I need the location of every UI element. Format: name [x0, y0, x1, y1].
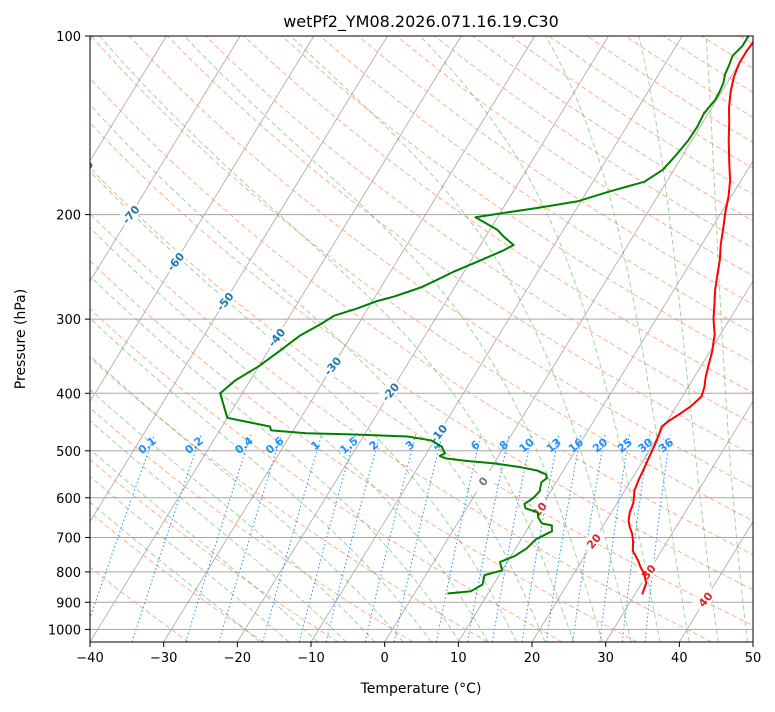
y-tick-label: 400	[56, 387, 81, 402]
y-tick-label: 200	[56, 209, 81, 224]
x-tick-label: 30	[597, 651, 614, 666]
y-tick-label: 300	[56, 313, 81, 328]
y-tick-label: 900	[56, 596, 81, 611]
y-axis-label: Pressure (hPa)	[13, 289, 29, 389]
y-tick-label: 700	[56, 532, 81, 547]
x-tick-label: −20	[224, 651, 251, 666]
y-tick-label: 100	[56, 30, 81, 45]
x-axis-label: Temperature (°C)	[360, 681, 482, 697]
x-tick-label: 40	[671, 651, 688, 666]
y-tick-label: 500	[56, 445, 81, 460]
y-tick-label: 1000	[48, 623, 81, 638]
x-tick-label: −10	[297, 651, 324, 666]
x-tick-label: −30	[150, 651, 177, 666]
x-tick-label: 50	[745, 651, 762, 666]
y-tick-label: 600	[56, 492, 81, 507]
y-tick-label: 800	[56, 566, 81, 581]
x-tick-label: −40	[76, 651, 103, 666]
x-tick-label: 0	[381, 651, 389, 666]
x-tick-label: 20	[524, 651, 541, 666]
x-tick-label: 10	[450, 651, 467, 666]
chart-title: wetPf2_YM08.2026.071.16.19.C30	[283, 12, 559, 32]
